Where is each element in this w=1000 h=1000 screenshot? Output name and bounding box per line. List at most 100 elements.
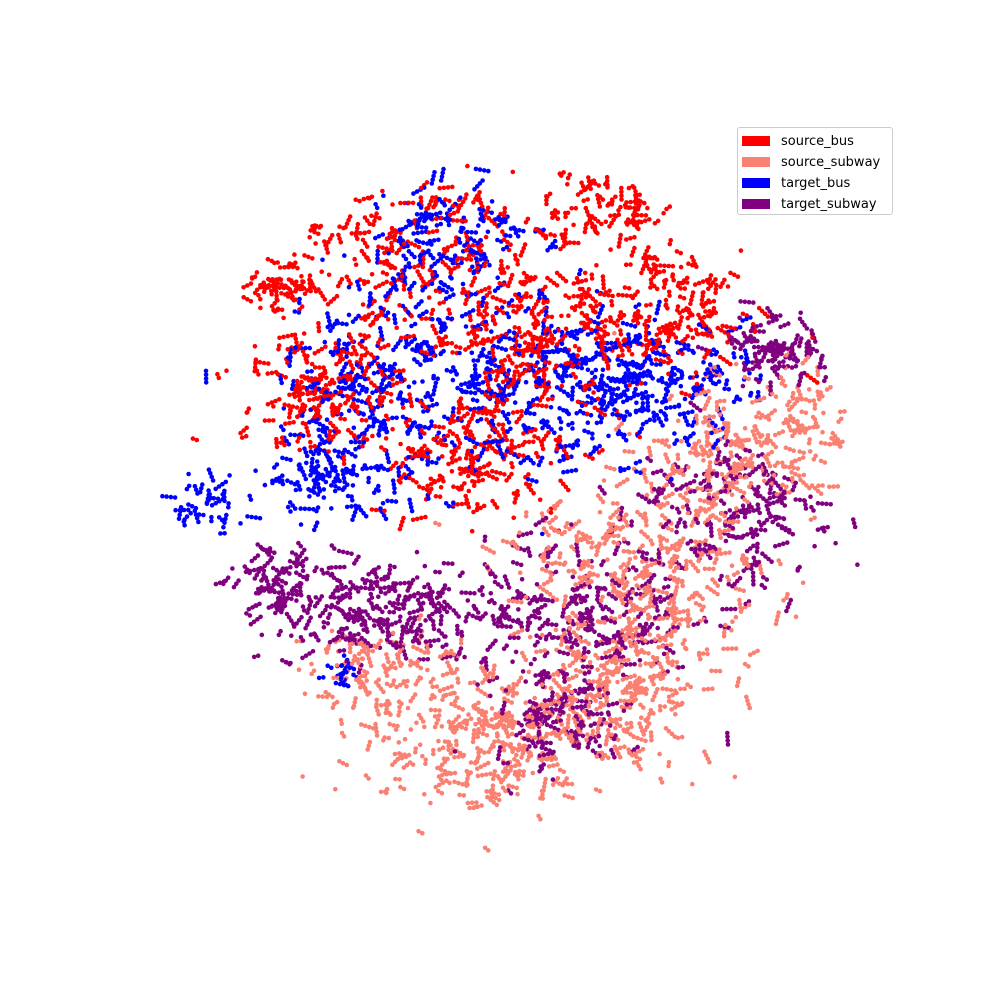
point-target-bus — [400, 401, 405, 406]
point-source-subway — [714, 552, 720, 557]
point-target-bus — [442, 414, 447, 420]
point-source-subway — [602, 687, 608, 693]
point-target-bus — [489, 210, 495, 216]
point-source-bus — [341, 461, 347, 467]
point-source-bus — [293, 336, 299, 341]
point-source-bus — [602, 324, 608, 329]
point-source-subway — [645, 563, 650, 569]
point-source-bus — [509, 272, 515, 278]
point-target-bus — [412, 321, 418, 327]
point-source-bus — [318, 290, 323, 296]
point-source-bus — [349, 351, 355, 357]
point-target-subway — [607, 723, 613, 728]
point-source-subway — [769, 449, 775, 455]
point-source-subway — [532, 695, 537, 701]
point-source-bus — [449, 469, 455, 474]
point-target-bus — [431, 173, 436, 179]
point-target-subway — [488, 591, 494, 596]
point-source-bus — [626, 185, 632, 191]
point-source-subway — [585, 539, 591, 545]
point-source-bus — [472, 335, 478, 341]
point-target-subway — [385, 621, 390, 626]
point-source-bus — [589, 276, 595, 281]
point-target-subway — [590, 711, 596, 717]
point-source-bus — [559, 232, 564, 237]
point-target-subway — [372, 623, 377, 628]
point-source-bus — [308, 439, 313, 445]
point-source-subway — [414, 646, 420, 651]
point-target-subway — [797, 343, 802, 349]
point-target-subway — [585, 745, 591, 750]
point-source-bus — [512, 373, 517, 378]
point-source-bus — [471, 509, 476, 515]
point-source-subway — [431, 751, 436, 757]
point-source-subway — [367, 724, 372, 730]
point-source-subway — [727, 550, 732, 555]
point-target-bus — [711, 347, 716, 353]
point-target-subway — [422, 563, 428, 569]
point-target-subway — [725, 742, 731, 747]
point-source-bus — [380, 188, 385, 194]
point-source-bus — [684, 275, 690, 281]
point-source-subway — [707, 760, 712, 765]
point-source-subway — [557, 767, 563, 773]
point-source-bus — [310, 256, 315, 261]
point-source-bus — [338, 389, 344, 395]
point-source-bus — [740, 311, 746, 317]
point-source-subway — [711, 566, 716, 572]
point-source-bus — [451, 484, 456, 490]
point-source-bus — [294, 340, 299, 345]
point-source-bus — [699, 302, 704, 307]
point-target-subway — [822, 365, 827, 370]
point-target-bus — [412, 380, 417, 385]
point-source-subway — [611, 585, 617, 591]
point-target-bus — [687, 375, 693, 380]
point-source-subway — [615, 501, 620, 506]
point-source-bus — [241, 285, 246, 290]
point-target-subway — [698, 408, 703, 413]
point-source-bus — [482, 263, 487, 269]
point-source-subway — [524, 510, 529, 515]
point-source-subway — [480, 680, 485, 685]
point-source-bus — [322, 297, 328, 302]
point-target-subway — [251, 654, 257, 660]
point-source-subway — [733, 646, 739, 651]
point-target-subway — [662, 597, 667, 602]
point-source-bus — [406, 200, 412, 206]
point-target-bus — [631, 394, 637, 399]
point-source-subway — [570, 568, 576, 574]
point-target-bus — [411, 231, 416, 236]
point-source-bus — [728, 361, 733, 367]
point-source-bus — [365, 279, 371, 285]
point-source-subway — [482, 750, 487, 755]
point-source-subway — [617, 614, 623, 619]
point-target-subway — [648, 458, 653, 464]
point-source-bus — [563, 278, 569, 284]
point-target-bus — [739, 355, 744, 360]
point-source-bus — [367, 395, 372, 400]
point-target-bus — [341, 475, 347, 481]
point-source-bus — [548, 460, 554, 466]
point-target-bus — [726, 387, 732, 392]
point-target-subway — [787, 601, 792, 606]
point-source-subway — [735, 519, 741, 524]
point-target-subway — [760, 551, 765, 556]
point-source-bus — [355, 404, 360, 410]
point-source-subway — [509, 700, 514, 705]
point-target-bus — [345, 683, 351, 689]
point-source-bus — [440, 259, 446, 265]
point-source-subway — [465, 776, 470, 781]
point-target-subway — [529, 598, 535, 603]
point-target-subway — [771, 494, 777, 500]
point-source-bus — [403, 335, 408, 340]
point-target-bus — [603, 388, 608, 394]
point-target-subway — [467, 590, 473, 596]
point-target-bus — [609, 402, 615, 407]
point-source-subway — [646, 721, 652, 726]
point-target-bus — [476, 381, 482, 387]
point-source-subway — [723, 550, 728, 556]
point-source-bus — [453, 344, 459, 349]
point-source-subway — [480, 731, 486, 737]
point-target-subway — [267, 546, 273, 551]
point-source-bus — [808, 375, 813, 381]
